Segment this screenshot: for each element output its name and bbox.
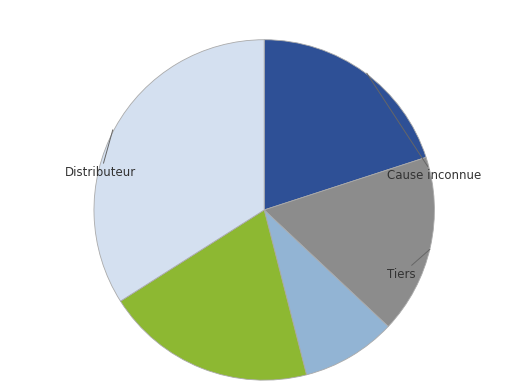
Wedge shape — [264, 157, 435, 326]
Wedge shape — [94, 40, 264, 301]
Text: Tiers: Tiers — [387, 249, 430, 281]
Text: Cause inconnue: Cause inconnue — [367, 73, 481, 182]
Wedge shape — [264, 40, 426, 210]
Text: Eléments Naturels: Eléments Naturels — [0, 388, 1, 389]
Text: Non renseignée: Non renseignée — [0, 388, 1, 389]
Wedge shape — [121, 210, 307, 380]
Wedge shape — [264, 210, 388, 375]
Text: Distributeur: Distributeur — [65, 130, 136, 179]
